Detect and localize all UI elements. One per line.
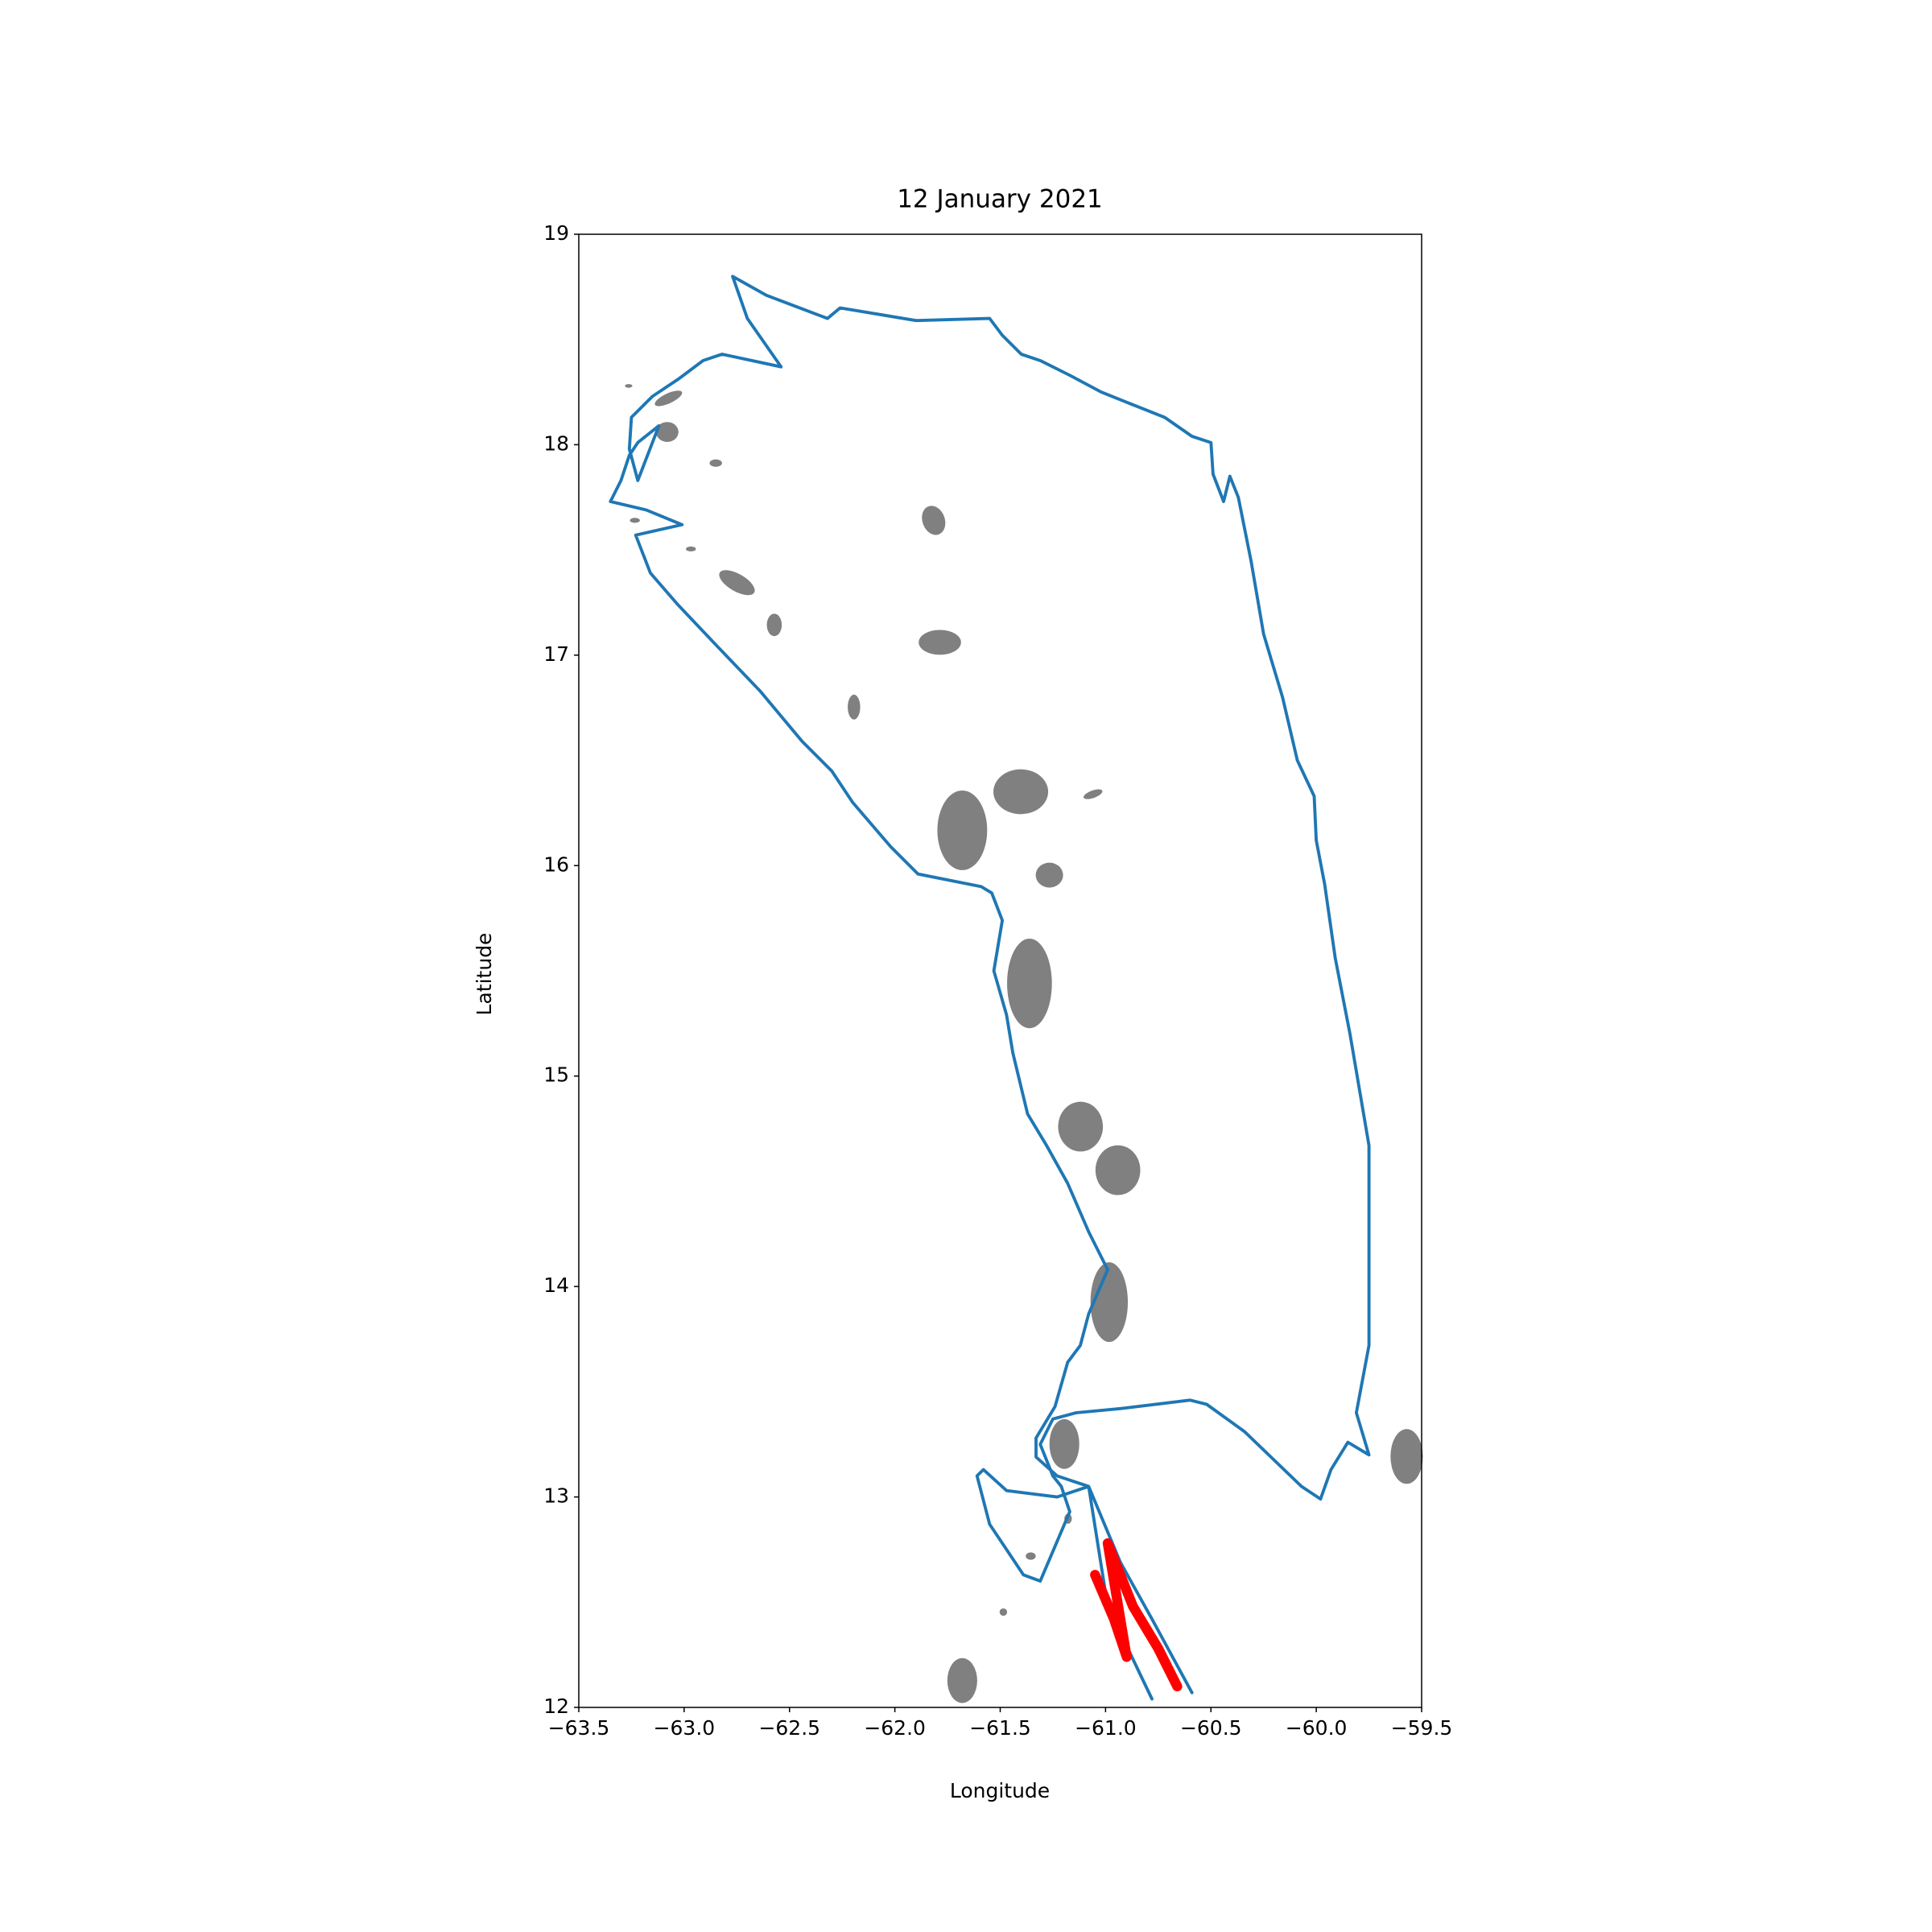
x-tick-label: −63.5 xyxy=(548,1716,610,1740)
chart-title: 12 January 2021 xyxy=(897,185,1103,214)
y-tick-label: 17 xyxy=(543,642,569,666)
island xyxy=(1026,1552,1036,1560)
track-line xyxy=(609,275,1371,1701)
island xyxy=(709,459,722,467)
x-tick-label: −59.5 xyxy=(1391,1716,1453,1740)
y-tick-label: 18 xyxy=(543,431,569,455)
x-tick-label: −63.0 xyxy=(654,1716,716,1740)
island xyxy=(937,790,988,870)
x-tick-label: −60.5 xyxy=(1180,1716,1242,1740)
island xyxy=(1035,862,1063,888)
x-tick-label: −62.0 xyxy=(864,1716,926,1740)
x-tick-label: −60.0 xyxy=(1286,1716,1348,1740)
island xyxy=(919,630,961,655)
island xyxy=(654,390,683,407)
island xyxy=(1058,1101,1104,1152)
y-tick-label: 12 xyxy=(543,1695,569,1718)
island xyxy=(848,694,861,720)
island xyxy=(1390,1429,1423,1484)
island xyxy=(686,546,696,552)
x-axis-label: Longitude xyxy=(950,1779,1050,1802)
y-axis-label: Latitude xyxy=(473,933,496,1016)
island xyxy=(1049,1418,1080,1469)
y-tick-label: 16 xyxy=(543,852,569,876)
y-tick-label: 14 xyxy=(543,1274,569,1297)
island xyxy=(766,613,782,637)
x-tick-label: −61.5 xyxy=(969,1716,1031,1740)
island xyxy=(1095,1145,1141,1195)
island xyxy=(625,384,633,388)
islands xyxy=(625,384,1423,1703)
island xyxy=(922,506,946,535)
island xyxy=(630,518,640,523)
x-tick-label: −61.0 xyxy=(1075,1716,1137,1740)
y-tick-label: 15 xyxy=(543,1063,569,1087)
island xyxy=(655,422,679,442)
island xyxy=(719,570,755,596)
island xyxy=(1084,789,1103,799)
island xyxy=(1090,1262,1129,1343)
island xyxy=(947,1657,977,1703)
island xyxy=(1007,938,1052,1029)
track-line xyxy=(1090,1538,1183,1692)
x-tick-label: −62.5 xyxy=(758,1716,820,1740)
island xyxy=(993,769,1049,815)
island xyxy=(999,1608,1008,1616)
y-tick-label: 19 xyxy=(543,221,569,245)
y-tick-label: 13 xyxy=(543,1484,569,1508)
